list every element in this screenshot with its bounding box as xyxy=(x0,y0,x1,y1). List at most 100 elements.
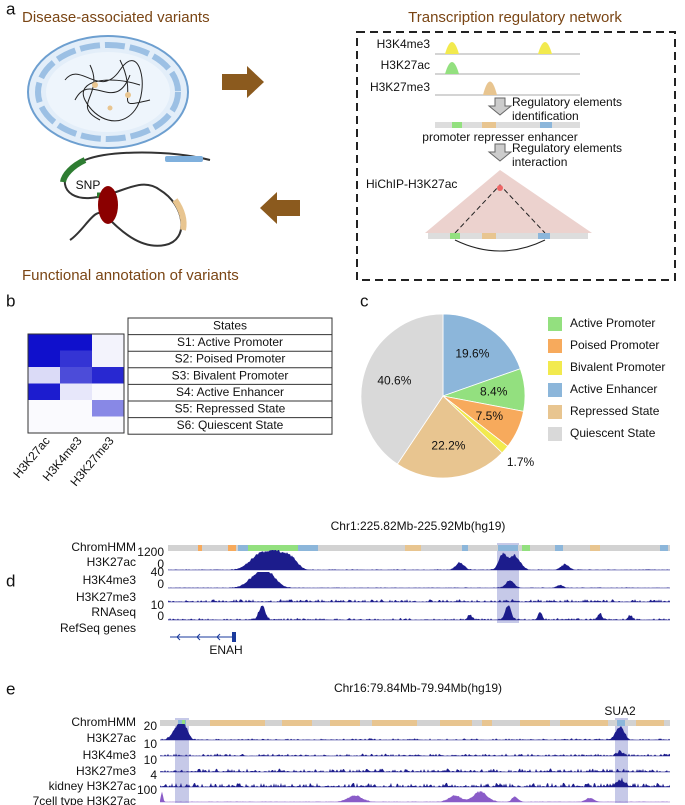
table-header: States xyxy=(213,318,247,332)
arrow xyxy=(222,66,264,98)
elements-text: promoter represser enhancer xyxy=(422,130,577,144)
panel-label: a xyxy=(6,0,16,18)
heatmap-frame xyxy=(27,333,125,434)
state-label: S6: Quiescent State xyxy=(177,418,284,432)
track-label: H3K27me3 xyxy=(370,80,430,94)
legend-swatch xyxy=(548,361,562,375)
bottom-title: Functional annotation of variants xyxy=(22,267,239,284)
scale-label: 100 xyxy=(137,783,157,797)
right-title: Transcription regulatory network xyxy=(408,9,622,26)
track-signal xyxy=(168,572,670,588)
region-title: Chr1:225.82Mb-225.92Mb(hg19) xyxy=(331,519,506,533)
pie-slice xyxy=(360,313,444,465)
scale-label: 40 xyxy=(151,565,165,579)
track-label: ChromHMM xyxy=(71,540,136,554)
panel-label: d xyxy=(6,571,15,590)
legend-swatch xyxy=(548,383,562,397)
scale-label: 1200 xyxy=(137,545,164,559)
arrow xyxy=(260,192,300,224)
left-title: Disease-associated variants xyxy=(22,9,210,26)
scale-label: 0 xyxy=(157,577,164,591)
scale-label: 10 xyxy=(144,753,158,767)
track-label: 7cell type H3K27ac xyxy=(33,794,136,805)
track-signal xyxy=(160,724,670,740)
track-label: ChromHMM xyxy=(71,715,136,729)
heatmap-cell xyxy=(92,416,124,433)
scale-label: 20 xyxy=(144,719,158,733)
chromhmm xyxy=(168,545,670,551)
legend-swatch xyxy=(548,339,562,353)
heatmap-cell xyxy=(92,350,124,367)
signal-track xyxy=(168,605,670,621)
heatmap-cell xyxy=(92,383,124,400)
dna-loop xyxy=(60,151,211,247)
track-label: H3K27ac xyxy=(381,58,430,72)
state-label: S5: Repressed State xyxy=(175,401,286,415)
pie-label: 40.6% xyxy=(377,373,411,387)
chromhmm xyxy=(160,720,670,726)
legend-label: Quiescent State xyxy=(570,426,656,440)
track-signal xyxy=(168,550,670,570)
track-label: kidney H3K27ac xyxy=(49,779,136,793)
heatmap-cell xyxy=(28,416,60,433)
heatmap-cell xyxy=(60,350,92,367)
pie-label: 7.5% xyxy=(476,409,504,423)
scale-label: 10 xyxy=(151,598,165,612)
step-text: Regulatory elements xyxy=(512,141,622,155)
panel-label: e xyxy=(6,679,15,698)
signal-track xyxy=(160,768,670,773)
track-signal xyxy=(168,605,670,620)
step-text: Regulatory elements xyxy=(512,95,622,109)
heatmap-cell xyxy=(92,367,124,384)
legend-label: Active Promoter xyxy=(570,316,655,330)
signal-track xyxy=(160,790,670,803)
table-frame xyxy=(127,317,333,435)
signal-track xyxy=(160,777,670,788)
track-label: H3K4me3 xyxy=(83,748,137,762)
gene-label: SUA2 xyxy=(604,704,636,718)
heatmap-cell xyxy=(92,334,124,351)
legend-label: Active Enhancer xyxy=(570,382,657,396)
track-signal xyxy=(160,750,670,756)
track-signal xyxy=(160,777,670,787)
track-label: H3K27ac xyxy=(87,555,136,569)
legend-label: Repressed State xyxy=(570,404,660,418)
pie-label: 19.6% xyxy=(455,347,489,361)
pie-label: 1.7% xyxy=(507,455,535,469)
region-title: Chr16:79.84Mb-79.94Mb(hg19) xyxy=(334,681,502,695)
legend-swatch xyxy=(548,405,562,419)
track-signal xyxy=(160,768,670,772)
heatmap-cell xyxy=(60,334,92,351)
gene-label: ENAH xyxy=(209,643,242,657)
heatmap-cell xyxy=(60,383,92,400)
cell xyxy=(27,35,189,149)
heatmap-cell xyxy=(28,334,60,351)
panel-label: c xyxy=(360,291,369,310)
heatmap-cell xyxy=(60,400,92,417)
legend-swatch xyxy=(548,427,562,441)
pie-slice xyxy=(396,395,503,479)
heatmap-cell xyxy=(92,400,124,417)
heatmap-cell xyxy=(28,400,60,417)
signal-track xyxy=(160,724,670,741)
pie-label: 8.4% xyxy=(480,384,508,398)
track-label: H3K27me3 xyxy=(76,590,136,604)
pie: 19.6% 8.4% 7.5% 1.7% 22.2% 40.6% Active Promot… xyxy=(360,313,665,479)
heatmap-cell xyxy=(28,350,60,367)
legend-swatch xyxy=(548,317,562,331)
schematic-tracks xyxy=(425,42,592,252)
state-label: S4: Active Enhancer xyxy=(176,385,284,399)
gene-model xyxy=(170,632,236,642)
signal-track xyxy=(160,750,670,757)
scale-label: 4 xyxy=(150,768,157,782)
pie-label: 22.2% xyxy=(431,439,465,453)
track-signal xyxy=(168,599,670,602)
heatmap-cell xyxy=(60,416,92,433)
states-table: States S1: Active Promoter S2: Poised Prom… xyxy=(127,317,333,435)
hichip-label: HiChIP-H3K27ac xyxy=(366,177,457,191)
legend-label: Bivalent Promoter xyxy=(570,360,665,374)
track-label: H3K27ac xyxy=(87,731,136,745)
track-label: H3K4me3 xyxy=(83,573,137,587)
